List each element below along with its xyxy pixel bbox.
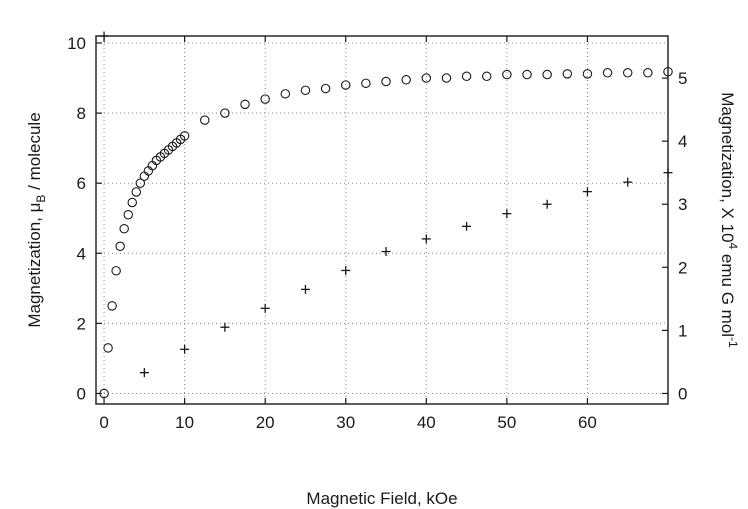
- x-tick-label-0: 0: [99, 413, 108, 432]
- data-points: [99, 31, 673, 399]
- plus-point-10: [502, 209, 512, 219]
- plus-point-3: [220, 322, 230, 332]
- circle-point-35: [481, 71, 492, 82]
- plus-point-11: [542, 199, 552, 209]
- axis-ticks: [96, 36, 668, 404]
- y2-axis-label-main: Magnetization, X 10: [718, 92, 737, 242]
- circle-point-2: [107, 301, 117, 311]
- y-tick-label-4: 8: [77, 104, 86, 123]
- circle-point-25: [280, 89, 291, 99]
- y2-tick-label-0: 0: [678, 384, 687, 403]
- circle-point-27: [320, 83, 331, 94]
- x-tick-label-6: 60: [578, 413, 597, 432]
- y2-tick-label-2: 2: [678, 258, 687, 277]
- plus-point-14: [663, 168, 673, 178]
- y2-axis-label: Magnetization, X 104 emu G mol-1: [718, 92, 740, 348]
- y2-tick-label-5: 5: [678, 69, 687, 88]
- y-axis-label-main: Magnetization, μ: [25, 203, 44, 328]
- circle-point-3: [111, 266, 121, 276]
- circle-point-36: [502, 69, 512, 80]
- y-axis-label-subscript: B: [34, 195, 48, 203]
- y-axis-label-tail: / molecule: [25, 112, 44, 194]
- circle-point-5: [119, 224, 129, 234]
- x-tick-label-4: 40: [417, 413, 436, 432]
- x-tick-label-1: 10: [175, 413, 194, 432]
- circle-point-22: [220, 108, 230, 118]
- plot-frame: [95, 35, 669, 405]
- circle-point-21: [200, 115, 210, 125]
- circle-point-7: [127, 197, 138, 208]
- x-tick-label-3: 30: [336, 413, 355, 432]
- plus-point-9: [462, 221, 472, 231]
- plus-point-1: [139, 368, 149, 378]
- circle-point-6: [123, 209, 133, 220]
- circle-point-30: [381, 76, 391, 87]
- circle-point-29: [361, 78, 371, 89]
- circle-point-34: [461, 71, 472, 82]
- circle-point-42: [622, 68, 633, 78]
- plus-point-2: [180, 344, 190, 354]
- plus-point-6: [341, 265, 351, 275]
- y2-tick-label-1: 1: [678, 321, 687, 340]
- y2-axis-label-mid: emu G mol: [718, 249, 737, 337]
- y-tick-label-1: 2: [77, 314, 86, 333]
- plus-point-4: [260, 303, 270, 313]
- plus-point-7: [381, 247, 391, 257]
- y2-axis-label-sup2: -1: [726, 337, 740, 348]
- x-tick-label-5: 50: [497, 413, 516, 432]
- grid-lines: [96, 36, 668, 404]
- circle-point-40: [582, 69, 593, 79]
- y-axis-label: Magnetization, μB / molecule: [25, 112, 48, 327]
- circle-point-31: [401, 75, 411, 85]
- y2-tick-label-4: 4: [678, 132, 687, 151]
- plus-point-5: [300, 284, 310, 294]
- circle-point-24: [260, 94, 270, 104]
- y-tick-label-5: 10: [67, 34, 86, 53]
- y-tick-label-0: 0: [77, 384, 86, 403]
- circle-point-26: [300, 85, 311, 96]
- y2-axis-label-sup1: 4: [726, 243, 740, 250]
- x-axis-label: Magnetic Field, kOe: [306, 489, 457, 508]
- circle-point-20: [179, 131, 190, 141]
- circle-point-1: [103, 343, 113, 353]
- circle-point-9: [135, 178, 146, 188]
- circle-point-0: [99, 388, 109, 399]
- circle-point-41: [602, 68, 613, 78]
- circle-point-39: [562, 69, 573, 79]
- circle-point-33: [441, 73, 452, 83]
- circle-point-38: [542, 69, 552, 80]
- circle-point-8: [131, 187, 142, 197]
- y2-tick-label-3: 3: [678, 195, 687, 214]
- x-tick-label-2: 20: [256, 413, 275, 432]
- y-tick-label-2: 4: [77, 244, 86, 263]
- plus-point-0: [99, 31, 109, 41]
- circle-point-28: [340, 80, 351, 90]
- circle-point-32: [421, 73, 432, 83]
- circle-point-4: [115, 241, 125, 252]
- plus-point-12: [582, 187, 592, 197]
- circle-point-37: [522, 69, 532, 80]
- circle-point-23: [240, 99, 250, 110]
- plus-point-13: [623, 177, 633, 187]
- circle-point-44: [663, 66, 673, 77]
- circle-point-43: [643, 68, 653, 78]
- y-tick-label-3: 6: [77, 174, 86, 193]
- plus-point-8: [421, 234, 431, 244]
